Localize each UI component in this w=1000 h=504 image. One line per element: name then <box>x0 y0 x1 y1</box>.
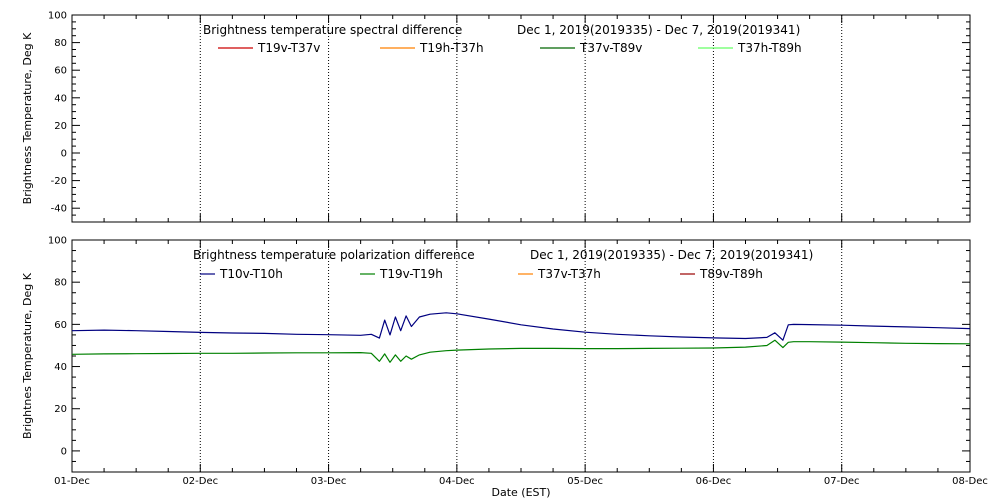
y-tick-label: 40 <box>54 93 67 104</box>
y-tick-label: 20 <box>54 404 67 415</box>
chart-title: Brightness temperature polarization diff… <box>193 248 475 262</box>
plot-frame <box>71 14 971 223</box>
legend-label: T37h-T89h <box>737 41 802 55</box>
x-tick-label: 03-Dec <box>311 476 347 487</box>
y-tick-label: 100 <box>48 11 67 22</box>
x-tick-label: 07-Dec <box>824 476 860 487</box>
legend-label: T89v-T89h <box>699 267 763 281</box>
legend-label: T37v-T89v <box>579 41 642 55</box>
y-tick-label: 60 <box>54 320 67 331</box>
chart-date-range: Dec 1, 2019(2019335) - Dec 7, 2019(20193… <box>517 23 800 37</box>
legend-label: T10v-T10h <box>219 267 283 281</box>
plot-frame <box>71 239 971 473</box>
series-line <box>71 312 971 341</box>
y-tick-label: 20 <box>54 121 67 132</box>
legend-label: T37v-T37h <box>537 267 601 281</box>
y-tick-label: 40 <box>54 362 67 373</box>
y-tick-label: 0 <box>61 446 67 457</box>
x-axis-label: Date (EST) <box>491 486 550 499</box>
legend-label: T19v-T37v <box>257 41 320 55</box>
y-axis-label: Brightness Temperature, Deg K <box>21 32 34 204</box>
y-tick-label: 80 <box>54 278 67 289</box>
x-tick-label: 05-Dec <box>567 476 603 487</box>
chart-title: Brightness temperature spectral differen… <box>203 23 462 37</box>
x-tick-label: 06-Dec <box>696 476 732 487</box>
spectral-difference-panel: -40 -20 0 20 40 60 80 100 Brightness temperature… <box>21 11 971 223</box>
legend-label: T19h-T37h <box>419 41 484 55</box>
y-tick-label: 80 <box>54 38 67 49</box>
x-tick-label: 04-Dec <box>439 476 475 487</box>
y-axis-label: Brightnes Temperature, Deg K <box>21 272 34 439</box>
x-tick-label: 01-Dec <box>54 476 90 487</box>
y-tick-label: 0 <box>61 149 67 160</box>
legend-label: T19v-T19h <box>379 267 443 281</box>
y-tick-label: -20 <box>51 176 67 187</box>
series-line <box>71 339 971 363</box>
y-tick-label: 60 <box>54 66 67 77</box>
x-tick-label: 08-Dec <box>952 476 988 487</box>
y-tick-label: 100 <box>48 236 67 247</box>
chart-date-range: Dec 1, 2019(2019335) - Dec 7, 2019(20193… <box>530 248 813 262</box>
polarization-difference-panel: 0 20 40 60 80 100 01-Dec 02-Dec 03-Dec 04-Dec 05-D… <box>21 236 988 500</box>
x-tick-label: 02-Dec <box>182 476 218 487</box>
y-tick-label: -40 <box>51 204 67 215</box>
